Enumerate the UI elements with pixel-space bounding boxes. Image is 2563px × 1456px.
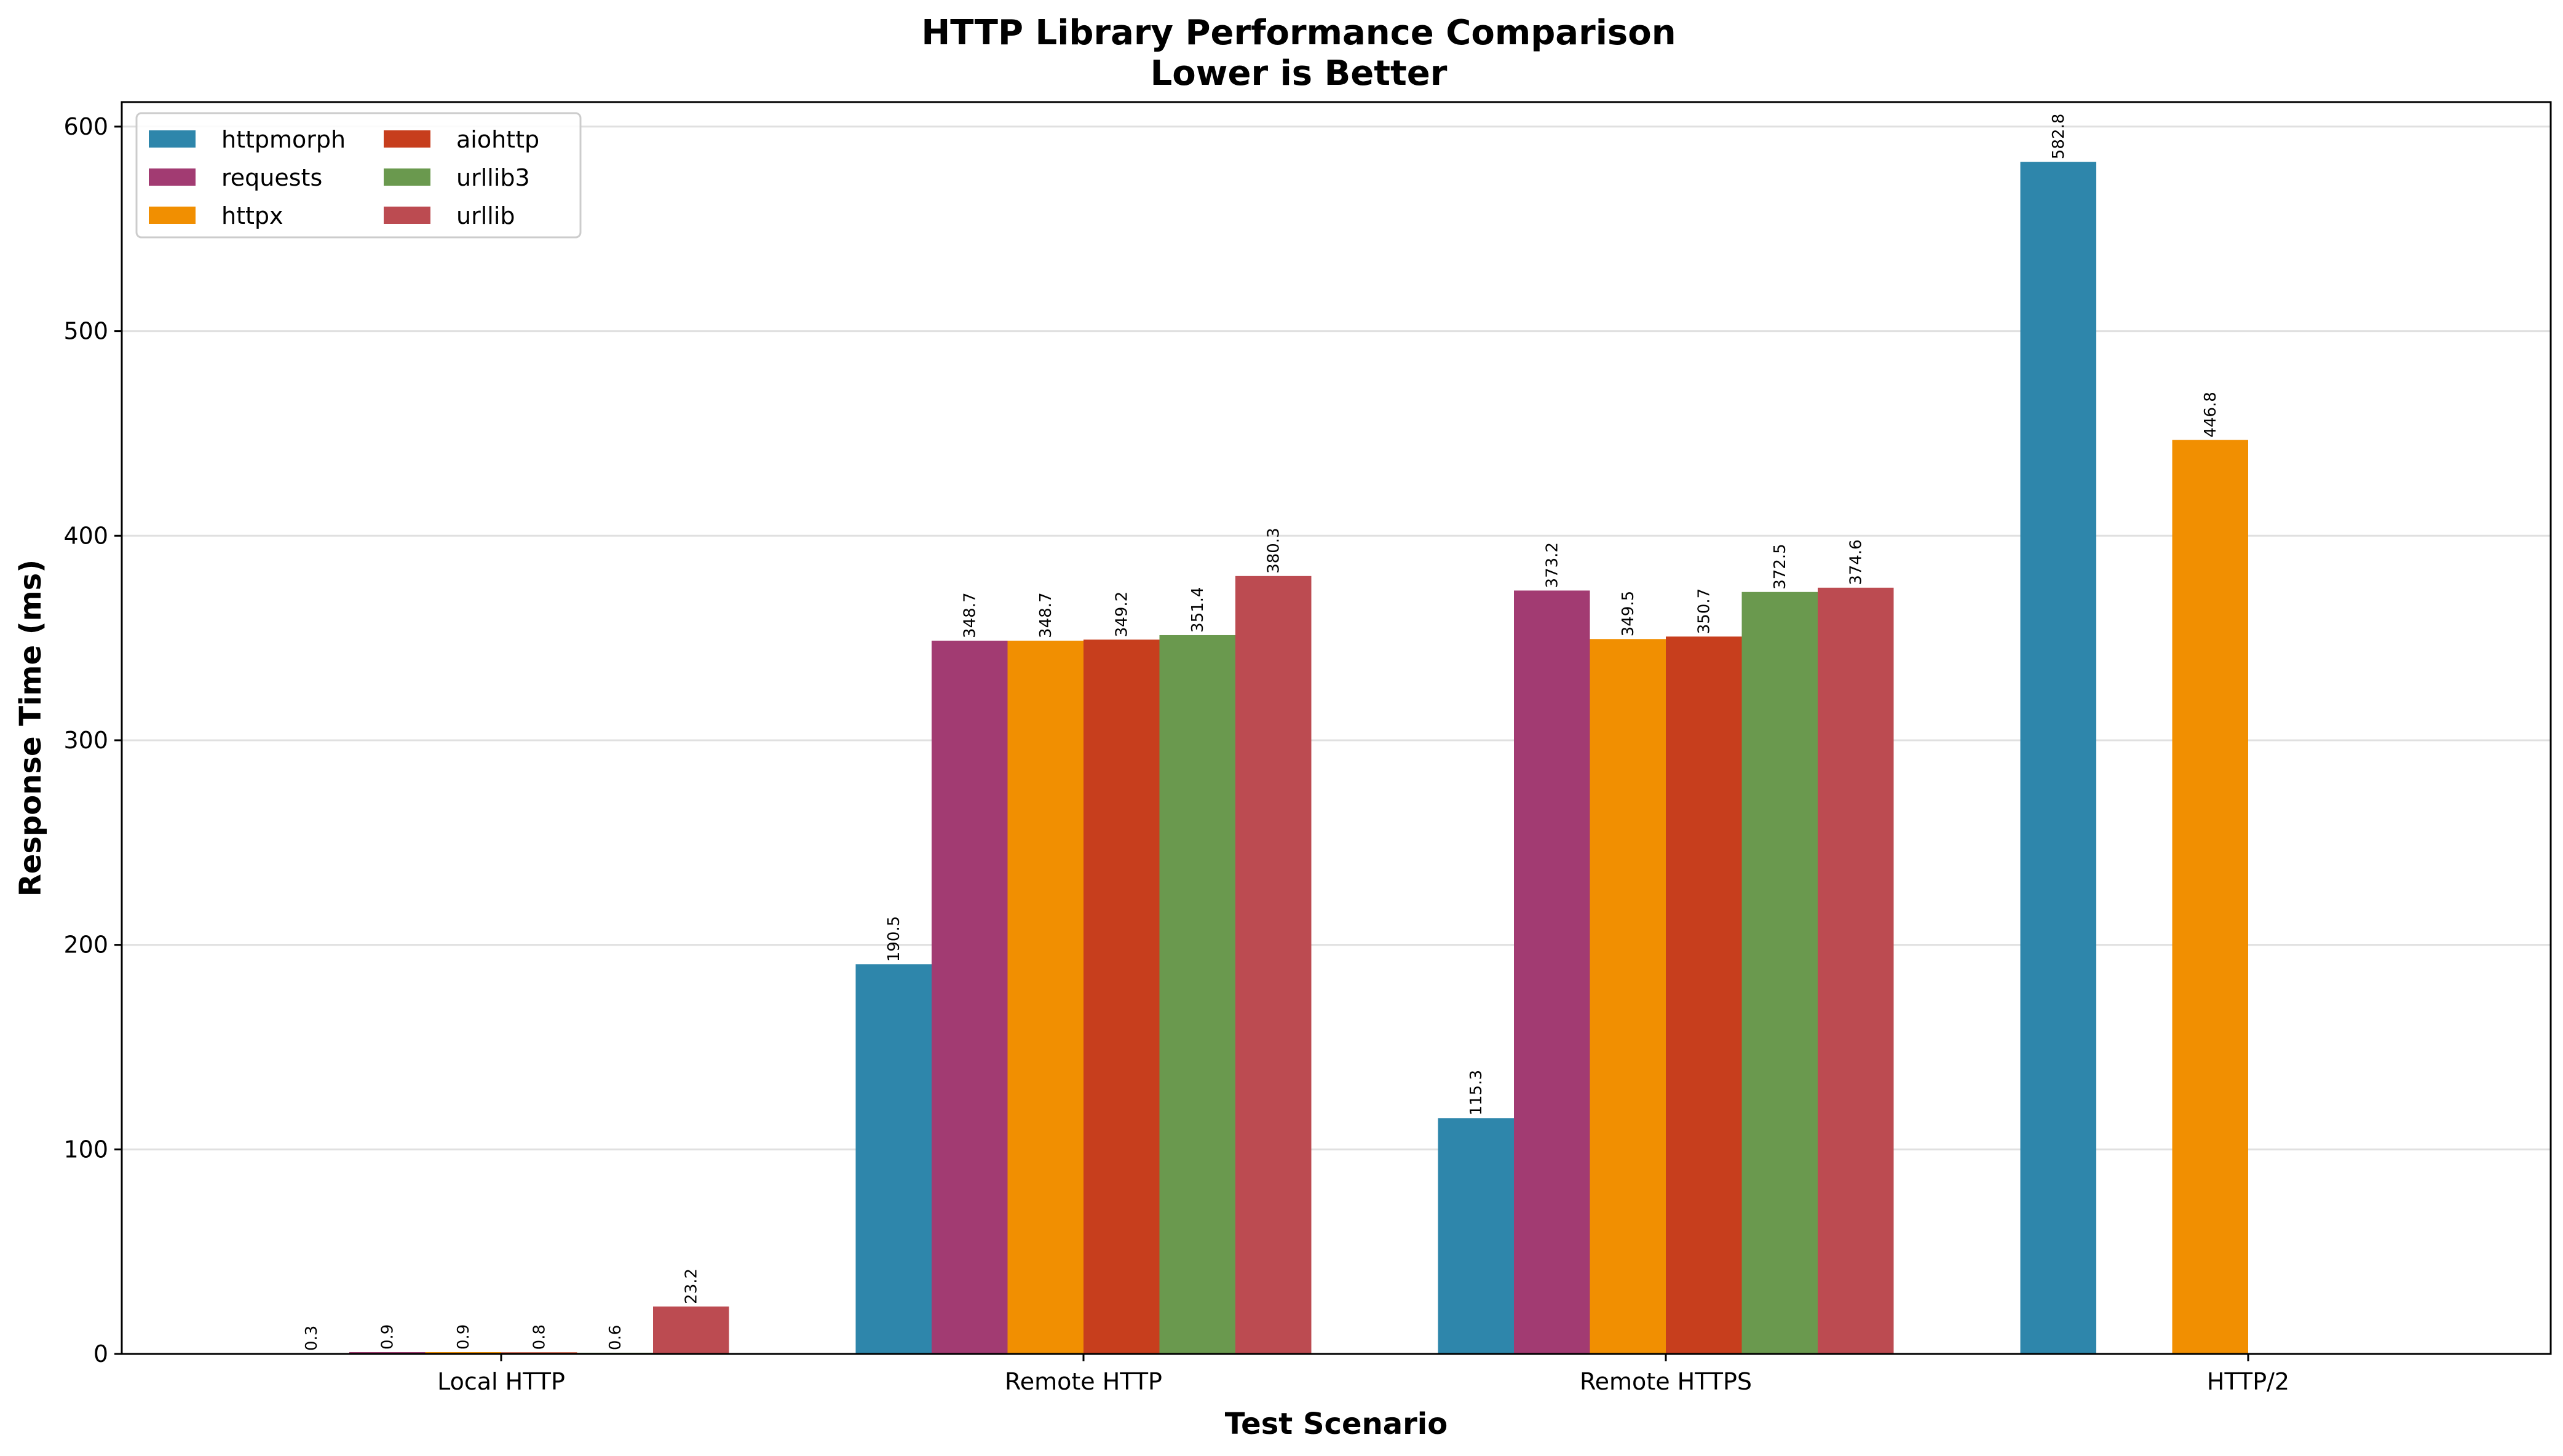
data-label: 23.2 xyxy=(683,1268,701,1304)
data-label: 446.8 xyxy=(2201,392,2220,437)
data-label: 350.7 xyxy=(1695,588,1714,634)
bar-httpmorph xyxy=(2020,162,2096,1355)
bar-httpmorph xyxy=(855,964,932,1354)
legend-frame xyxy=(135,112,582,239)
bar-httpx xyxy=(2172,440,2248,1354)
y-axis-label: Response Time (ms) xyxy=(14,560,48,896)
legend-label-urllib3: urllib3 xyxy=(456,164,530,191)
bar-urllib3 xyxy=(1741,592,1818,1354)
x-tick-label: Local HTTP xyxy=(437,1368,565,1395)
bar-urllib xyxy=(1818,587,1894,1354)
y-tick-label: 200 xyxy=(63,932,108,959)
legend-label-httpx: httpx xyxy=(221,202,283,229)
y-tick-label: 400 xyxy=(63,522,108,549)
data-label: 0.6 xyxy=(606,1325,625,1350)
bar-httpx xyxy=(1007,640,1083,1354)
legend: httpmorph requests httpx aiohttp urllib3 urll… xyxy=(135,112,582,239)
chart-subtitle: Lower is Better xyxy=(1151,53,1448,93)
bar-requests xyxy=(932,640,1008,1354)
y-tick-label: 500 xyxy=(63,318,108,345)
x-axis-label: Test Scenario xyxy=(1225,1407,1448,1441)
legend-label-requests: requests xyxy=(221,164,322,191)
data-label: 351.4 xyxy=(1189,587,1207,633)
bar-requests xyxy=(1514,590,1590,1354)
bars xyxy=(273,162,2248,1355)
data-label: 582.8 xyxy=(2050,114,2068,159)
y-tick-label: 300 xyxy=(63,727,108,754)
y-tick-label: 0 xyxy=(93,1340,108,1367)
bar-aiohttp xyxy=(1666,636,1742,1354)
legend-swatch-urllib xyxy=(384,207,430,224)
y-tick-label: 100 xyxy=(63,1136,108,1163)
bar-urllib3 xyxy=(1159,635,1235,1354)
legend-label-urllib: urllib xyxy=(456,202,515,229)
data-label: 380.3 xyxy=(1265,528,1283,573)
legend-label-httpmorph: httpmorph xyxy=(221,126,346,153)
data-label: 372.5 xyxy=(1771,544,1789,589)
y-axis: 0 100 200 300 400 500 600 xyxy=(63,113,122,1367)
legend-swatch-httpx xyxy=(149,207,196,224)
bar-httpmorph xyxy=(1438,1118,1514,1354)
y-tick-label: 600 xyxy=(63,113,108,140)
data-label: 374.6 xyxy=(1847,539,1866,585)
chart-title: HTTP Library Performance Comparison xyxy=(921,13,1676,53)
x-tick-label: Remote HTTP xyxy=(1005,1368,1162,1395)
bar-aiohttp xyxy=(1083,639,1160,1354)
data-label: 190.5 xyxy=(885,916,903,962)
x-tick-label: HTTP/2 xyxy=(2207,1368,2289,1395)
data-label: 348.7 xyxy=(1037,593,1055,638)
bar-urllib xyxy=(653,1306,729,1354)
legend-swatch-requests xyxy=(149,168,196,186)
data-label: 349.2 xyxy=(1113,592,1131,637)
data-label: 373.2 xyxy=(1543,542,1562,588)
legend-swatch-urllib3 xyxy=(384,168,430,186)
plot-frame xyxy=(121,101,2552,1355)
legend-swatch-aiohttp xyxy=(384,130,430,148)
data-label: 0.9 xyxy=(379,1324,397,1350)
data-label: 0.9 xyxy=(454,1324,473,1350)
data-label: 115.3 xyxy=(1467,1070,1486,1115)
data-label: 348.7 xyxy=(961,593,980,638)
bar-urllib xyxy=(1235,576,1312,1354)
legend-swatch-httpmorph xyxy=(149,130,196,148)
data-label: 0.3 xyxy=(303,1326,321,1351)
data-label: 349.5 xyxy=(1619,591,1638,636)
bar-httpx xyxy=(1590,639,1666,1354)
x-axis: Local HTTP Remote HTTP Remote HTTPS HTTP/2 xyxy=(437,1354,2289,1395)
data-labels: 0.3 0.9 0.9 0.8 0.6 23.2 190.5 348.7 348.7 349.2 3… xyxy=(303,114,2220,1351)
data-label: 0.8 xyxy=(531,1324,549,1350)
legend-label-aiohttp: aiohttp xyxy=(456,126,539,153)
x-tick-label: Remote HTTPS xyxy=(1580,1368,1752,1395)
